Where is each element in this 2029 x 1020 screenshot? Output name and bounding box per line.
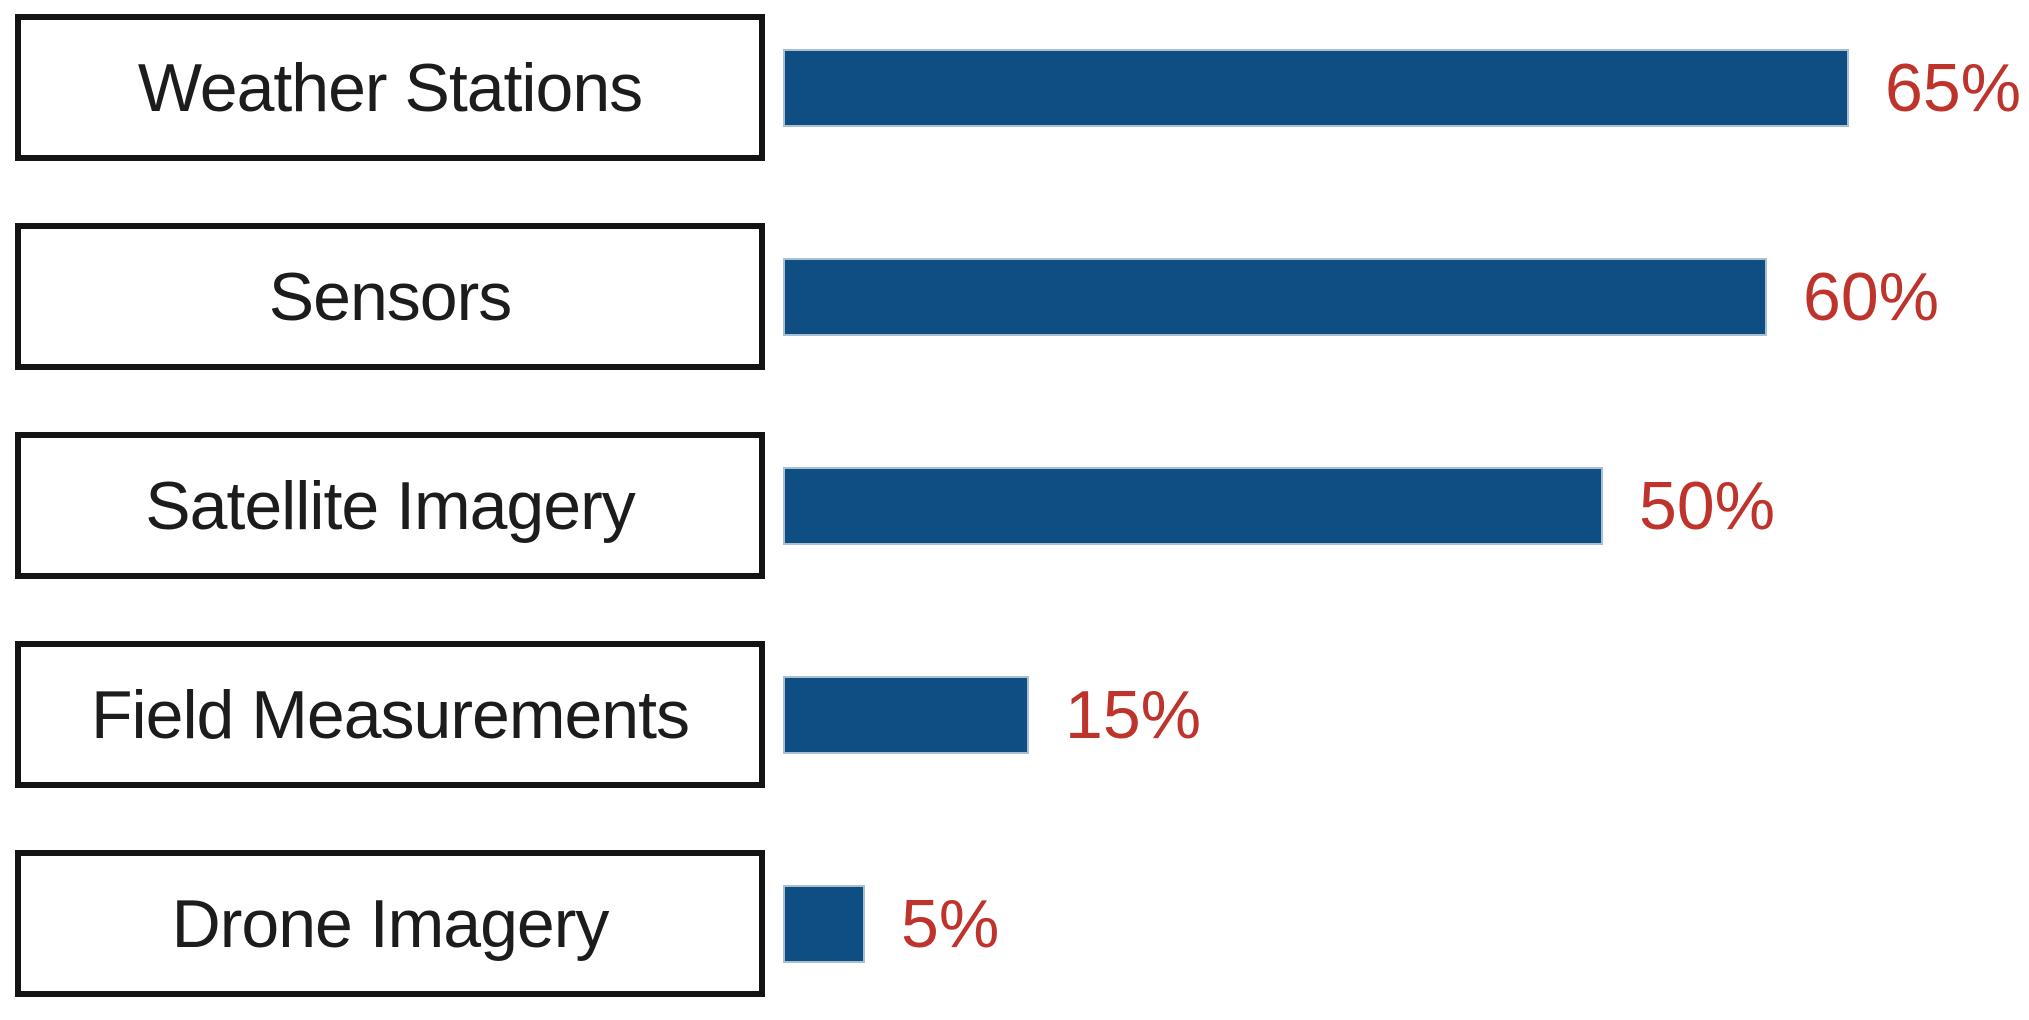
category-label: Field Measurements xyxy=(90,676,690,753)
chart-row: Drone Imagery 5% xyxy=(15,850,2029,997)
value-label: 50% xyxy=(1639,467,1776,544)
category-label: Satellite Imagery xyxy=(145,467,635,544)
chart-row: Sensors 60% xyxy=(15,223,2029,370)
bar xyxy=(783,884,865,963)
category-label-box: Weather Stations xyxy=(15,14,765,161)
category-label: Sensors xyxy=(268,258,512,335)
bar xyxy=(783,675,1029,754)
chart-row: Weather Stations 65% xyxy=(15,14,2029,161)
bar xyxy=(783,257,1767,336)
bar xyxy=(783,48,1849,127)
value-label: 60% xyxy=(1803,258,1940,335)
category-label-box: Field Measurements xyxy=(15,641,765,788)
category-label: Weather Stations xyxy=(137,49,643,126)
value-label: 5% xyxy=(901,885,1000,962)
bar xyxy=(783,466,1603,545)
category-label-box: Drone Imagery xyxy=(15,850,765,997)
category-label: Drone Imagery xyxy=(171,885,610,962)
value-label: 15% xyxy=(1065,676,1202,753)
category-label-box: Satellite Imagery xyxy=(15,432,765,579)
value-label: 65% xyxy=(1885,49,2022,126)
chart-row: Field Measurements 15% xyxy=(15,641,2029,788)
category-label-box: Sensors xyxy=(15,223,765,370)
chart-row: Satellite Imagery 50% xyxy=(15,432,2029,579)
